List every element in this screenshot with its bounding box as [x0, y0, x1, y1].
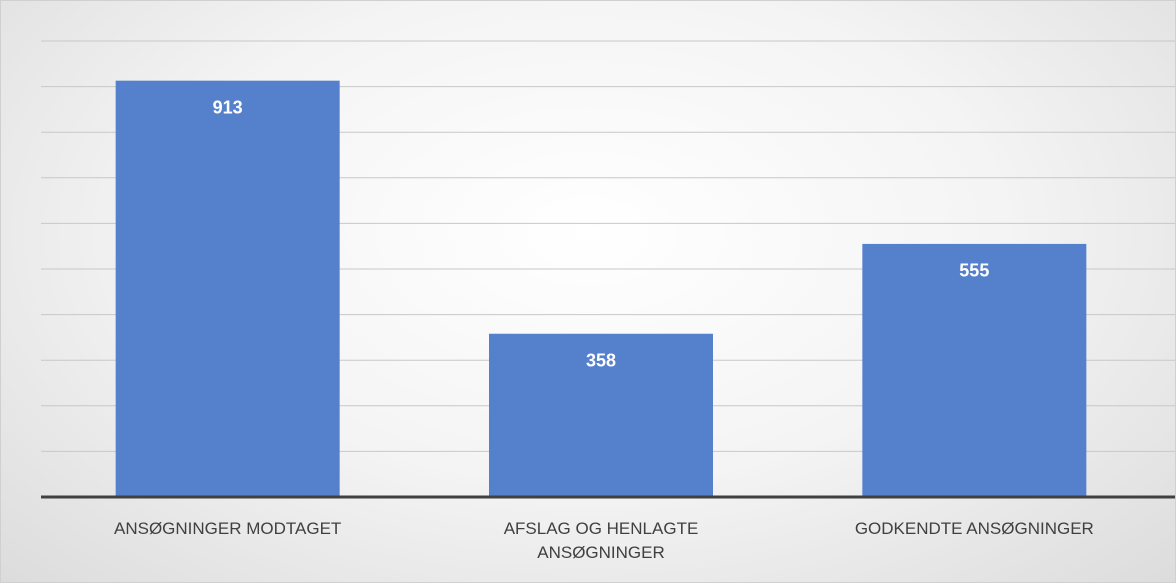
- x-tick-label: GODKENDTE ANSØGNINGER: [854, 519, 1094, 538]
- x-tick-label: AFSLAG OG HENLAGTE ANSØGNINGER: [503, 519, 699, 562]
- bar: [489, 333, 713, 497]
- bar: [115, 80, 340, 497]
- data-label: 358: [586, 351, 616, 371]
- x-tick-label: ANSØGNINGER MODTAGET: [114, 519, 342, 538]
- data-label: 555: [959, 261, 989, 281]
- data-label: 913: [213, 97, 243, 117]
- bar: [862, 243, 1087, 497]
